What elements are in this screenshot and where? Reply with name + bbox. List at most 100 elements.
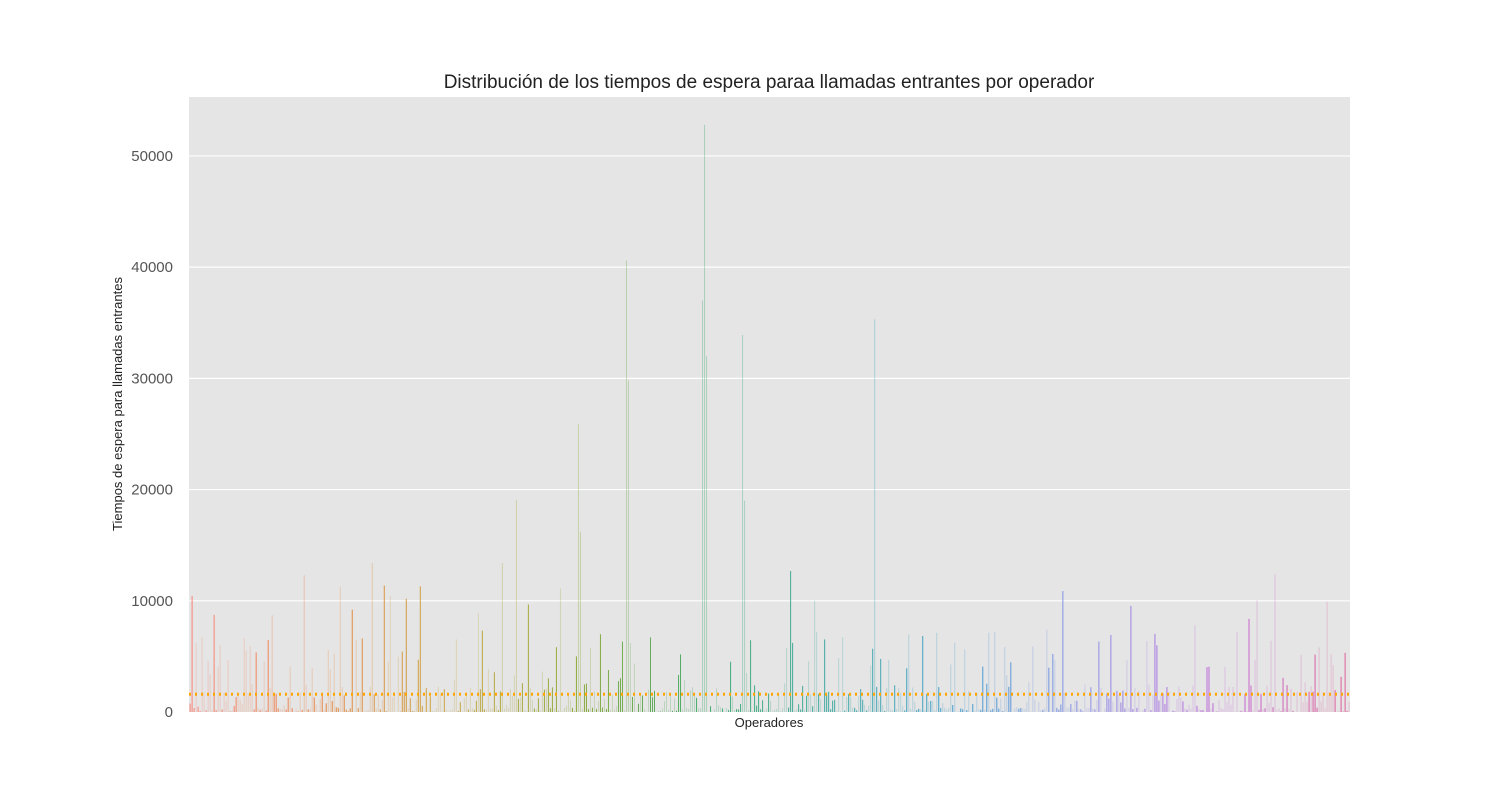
bar bbox=[217, 667, 219, 712]
bar bbox=[335, 707, 337, 712]
bar bbox=[403, 691, 405, 712]
bar bbox=[734, 710, 736, 712]
bar bbox=[692, 687, 694, 712]
bar bbox=[453, 679, 455, 712]
y-axis-label: Tiempos de espera para llamadas entrante… bbox=[110, 277, 125, 531]
bar bbox=[824, 639, 826, 712]
bar bbox=[920, 709, 922, 712]
bar bbox=[1130, 605, 1132, 712]
bar bbox=[798, 704, 800, 712]
bar bbox=[607, 670, 609, 712]
bar bbox=[609, 710, 611, 712]
bar bbox=[279, 708, 281, 712]
bar bbox=[1182, 701, 1184, 712]
bar bbox=[1188, 704, 1190, 712]
bar bbox=[702, 300, 704, 712]
bar bbox=[1070, 703, 1072, 712]
bar bbox=[1238, 711, 1240, 712]
bar bbox=[794, 710, 796, 712]
bar bbox=[1026, 702, 1028, 712]
bar bbox=[762, 700, 764, 712]
bar bbox=[1250, 685, 1252, 712]
bar bbox=[257, 707, 259, 712]
bar bbox=[756, 705, 758, 712]
bar bbox=[189, 703, 191, 712]
bar bbox=[215, 710, 217, 712]
bar bbox=[828, 691, 830, 712]
bar bbox=[1202, 710, 1204, 712]
bar bbox=[1022, 708, 1024, 712]
bar bbox=[1120, 702, 1122, 712]
bar bbox=[1328, 692, 1330, 712]
bar bbox=[768, 693, 770, 712]
bar bbox=[229, 711, 231, 712]
bar bbox=[505, 704, 507, 712]
bar bbox=[373, 694, 375, 712]
bar bbox=[471, 708, 473, 712]
bar bbox=[1056, 707, 1058, 712]
bar bbox=[648, 689, 649, 712]
bar bbox=[425, 688, 427, 712]
bar bbox=[820, 699, 822, 712]
bar bbox=[1086, 708, 1088, 712]
bar bbox=[1010, 662, 1012, 712]
bar bbox=[1314, 654, 1316, 712]
bar bbox=[776, 708, 778, 712]
bar bbox=[305, 684, 307, 712]
bar bbox=[906, 668, 908, 712]
bar bbox=[597, 701, 599, 712]
bar bbox=[323, 710, 325, 712]
bar bbox=[313, 697, 315, 712]
bar bbox=[221, 709, 223, 712]
bar bbox=[1090, 687, 1092, 712]
bar bbox=[894, 685, 896, 712]
bar bbox=[469, 687, 471, 712]
bar bbox=[1184, 708, 1186, 712]
bar bbox=[1032, 646, 1034, 712]
bar bbox=[942, 702, 944, 712]
bar bbox=[1276, 710, 1278, 712]
bar bbox=[633, 663, 635, 712]
bar bbox=[868, 705, 870, 712]
bar bbox=[742, 334, 744, 712]
bar bbox=[1210, 708, 1212, 712]
bar bbox=[507, 707, 509, 712]
bar bbox=[409, 698, 411, 712]
bar bbox=[529, 687, 531, 712]
bar bbox=[1326, 601, 1328, 712]
bar bbox=[880, 658, 882, 712]
bar bbox=[1038, 702, 1040, 712]
bar bbox=[489, 708, 491, 712]
bar bbox=[912, 687, 914, 712]
bar bbox=[930, 700, 932, 712]
bar bbox=[802, 685, 804, 712]
bar bbox=[601, 707, 603, 712]
bar bbox=[938, 687, 940, 712]
bar bbox=[575, 656, 577, 712]
bar bbox=[754, 685, 756, 712]
bar bbox=[726, 708, 728, 712]
bar bbox=[269, 688, 271, 712]
bar bbox=[345, 709, 347, 712]
bar bbox=[888, 659, 890, 712]
bar bbox=[547, 678, 549, 712]
bar bbox=[1236, 631, 1238, 712]
bar bbox=[932, 700, 934, 712]
bar bbox=[381, 700, 383, 712]
bar bbox=[940, 707, 942, 712]
bar bbox=[307, 709, 309, 712]
bar bbox=[325, 703, 327, 712]
bar bbox=[595, 708, 597, 712]
bar bbox=[994, 631, 996, 712]
bar bbox=[1058, 709, 1060, 712]
bar bbox=[555, 647, 557, 712]
bar bbox=[1318, 647, 1320, 712]
bar bbox=[918, 708, 920, 712]
bar bbox=[211, 710, 213, 712]
bar bbox=[1220, 708, 1222, 712]
bar bbox=[223, 692, 225, 712]
bar bbox=[449, 710, 451, 712]
bar bbox=[479, 689, 481, 712]
bar bbox=[718, 705, 720, 712]
bar bbox=[1148, 684, 1150, 712]
